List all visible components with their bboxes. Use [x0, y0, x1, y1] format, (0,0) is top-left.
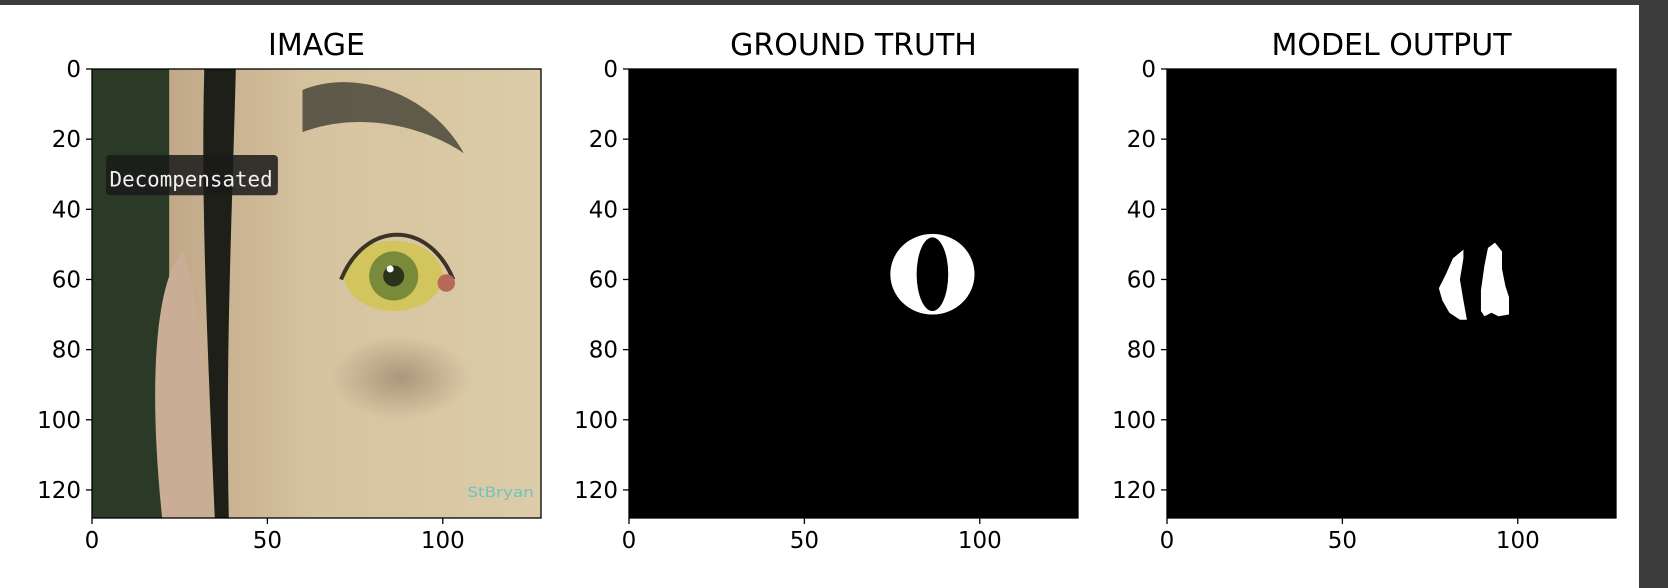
axes-frame [1166, 68, 1617, 519]
x-tick-label: 50 [253, 528, 282, 554]
y-tick-label: 40 [1127, 197, 1156, 223]
panel-0: IMAGE Decompensated StBryan 0 50 100 0 20 40 60 80… [37, 28, 542, 554]
x-tick-label: 0 [1160, 528, 1175, 554]
mask-background [629, 69, 1078, 518]
axes-frame [91, 68, 542, 519]
y-tick-label: 0 [603, 57, 618, 83]
y-tick-label: 120 [1112, 478, 1156, 504]
panel-2: MODEL OUTPUT 0 50 100 0 20 40 60 80 100 120 [1112, 28, 1617, 554]
y-tick-label: 20 [52, 127, 81, 153]
y-tick-label: 40 [589, 197, 618, 223]
y-tick-label: 20 [589, 127, 618, 153]
figure-canvas: IMAGE Decompensated StBryan 0 50 100 0 20 40 60 80… [0, 5, 1639, 588]
plot-area [629, 69, 1078, 518]
y-tick-label: 0 [66, 57, 81, 83]
y-tick-label: 120 [37, 478, 81, 504]
x-tick-label: 100 [421, 528, 465, 554]
eye-highlight [386, 265, 394, 273]
y-tick-label: 0 [1141, 57, 1156, 83]
watermark-text: StBryan [467, 485, 534, 501]
panel-title: IMAGE [268, 28, 365, 63]
mask-region [890, 233, 975, 315]
x-tick-label: 100 [958, 528, 1002, 554]
panel-1: GROUND TRUTH 0 50 100 0 20 40 60 80 100 120 [574, 28, 1079, 554]
plot-area [1167, 69, 1616, 518]
eyebrow [302, 82, 464, 154]
y-tick-label: 60 [1127, 267, 1156, 293]
mask-region [1438, 249, 1467, 320]
mask-region [1480, 242, 1510, 317]
y-tick-label: 100 [1112, 408, 1156, 434]
y-tick-label: 60 [589, 267, 618, 293]
y-tick-label: 100 [574, 408, 618, 434]
face-photo: Decompensated StBryan [92, 69, 541, 518]
plot-area: Decompensated StBryan [92, 69, 541, 518]
y-tick-label: 60 [52, 267, 81, 293]
x-tick-label: 50 [1328, 528, 1357, 554]
y-tick-label: 80 [589, 338, 618, 364]
panel-title: GROUND TRUTH [730, 28, 977, 63]
y-tick-label: 40 [52, 197, 81, 223]
ear [155, 251, 212, 518]
panel-title: MODEL OUTPUT [1271, 28, 1512, 63]
eyelid [339, 232, 456, 281]
caption-text: Decompensated [110, 168, 273, 192]
y-tick-label: 100 [37, 408, 81, 434]
caption-box [106, 154, 278, 196]
x-tick-label: 0 [85, 528, 100, 554]
mask-background [1167, 69, 1616, 518]
y-tick-label: 120 [574, 478, 618, 504]
x-tick-label: 100 [1496, 528, 1540, 554]
x-tick-label: 50 [790, 528, 819, 554]
tear-duct [437, 274, 456, 292]
axes-frame [628, 68, 1079, 519]
y-tick-label: 80 [1127, 338, 1156, 364]
pupil [383, 265, 405, 287]
dark-background [92, 69, 170, 518]
y-tick-label: 20 [1127, 127, 1156, 153]
y-tick-label: 80 [52, 338, 81, 364]
figure-svg: IMAGE Decompensated StBryan 0 50 100 0 20 40 60 80… [37, 28, 1617, 554]
under-eye-shadow [330, 335, 471, 420]
x-tick-label: 0 [622, 528, 637, 554]
